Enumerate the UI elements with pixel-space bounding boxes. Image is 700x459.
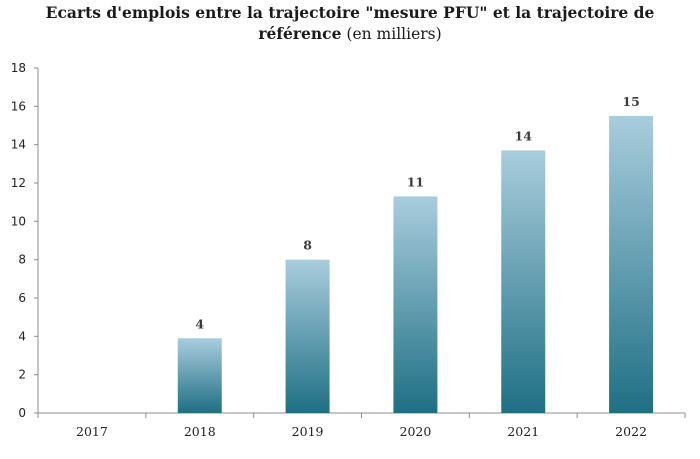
data-label: 14 [515,128,533,143]
y-tick-label: 6 [18,291,26,305]
bar [177,338,222,413]
y-tick-label: 12 [11,176,26,190]
chart-title: Ecarts d'emplois entre la trajectoire "m… [0,2,700,45]
title-line-2-bold: référence [258,24,342,43]
bars [177,115,654,414]
x-category-label: 2019 [292,424,324,439]
y-tick-label: 14 [11,138,26,152]
data-label: 4 [195,316,204,331]
y-tick-label: 2 [18,368,26,382]
y-tick-label: 18 [11,61,26,75]
data-label: 15 [622,94,639,109]
x-category-label: 2022 [615,424,647,439]
y-tick-label: 4 [18,329,26,343]
bar [393,196,438,413]
x-category-label: 2018 [184,424,216,439]
axes: 0 2 4 6 8 10 12 14 16 18 [11,61,686,420]
x-category-label: 2017 [76,424,108,439]
data-label: 8 [303,238,312,253]
y-tick-label: 8 [18,253,26,267]
data-label: 11 [407,174,424,189]
x-category-label: 2021 [507,424,539,439]
title-line-2-rest: (en milliers) [341,25,442,43]
title-line-2: référence (en milliers) [0,23,700,45]
bar [501,150,546,413]
y-tick-label: 0 [18,406,26,420]
y-tick-label: 16 [11,99,26,113]
bar [285,259,330,413]
bar [609,115,654,414]
title-line-1: Ecarts d'emplois entre la trajectoire "m… [45,3,655,22]
x-category-label: 2020 [400,424,432,439]
labels: 2017 2018 4 2019 8 2020 11 2021 14 2022 15 [76,94,647,439]
y-tick-label: 10 [11,214,26,228]
